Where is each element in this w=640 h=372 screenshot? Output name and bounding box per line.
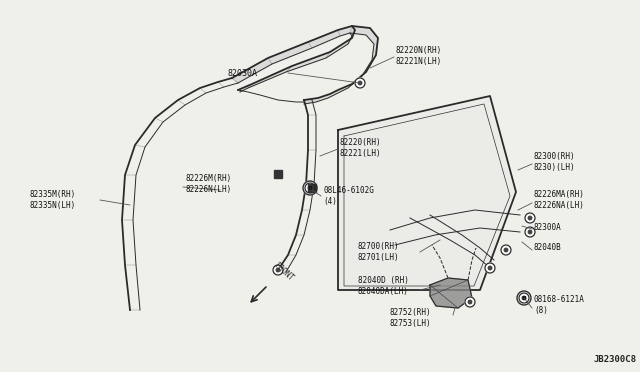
Circle shape — [485, 263, 495, 273]
Text: 82040B: 82040B — [534, 244, 562, 253]
Circle shape — [358, 81, 362, 85]
Text: 82300(RH)
8230)(LH): 82300(RH) 8230)(LH) — [534, 152, 575, 172]
Circle shape — [517, 291, 531, 305]
Circle shape — [525, 213, 535, 223]
Text: JB2300C8: JB2300C8 — [593, 355, 636, 364]
Circle shape — [525, 227, 535, 237]
Circle shape — [504, 248, 508, 252]
Circle shape — [303, 181, 317, 195]
Polygon shape — [304, 26, 378, 104]
Text: 82030A: 82030A — [228, 68, 258, 77]
Circle shape — [308, 186, 312, 190]
Circle shape — [273, 265, 283, 275]
Circle shape — [528, 216, 532, 220]
Text: 82226MA(RH)
82226NA(LH): 82226MA(RH) 82226NA(LH) — [534, 190, 585, 210]
Text: 82335M(RH)
82335N(LH): 82335M(RH) 82335N(LH) — [30, 190, 76, 210]
Text: 82752(RH)
82753(LH): 82752(RH) 82753(LH) — [390, 308, 431, 328]
Text: B: B — [522, 295, 527, 301]
Circle shape — [465, 297, 475, 307]
Text: FRONT: FRONT — [272, 261, 295, 283]
Text: 82300A: 82300A — [534, 224, 562, 232]
Circle shape — [528, 230, 532, 234]
Circle shape — [468, 300, 472, 304]
Circle shape — [305, 183, 315, 193]
Text: 82220(RH)
82221(LH): 82220(RH) 82221(LH) — [340, 138, 381, 158]
Bar — [274, 170, 282, 178]
Text: 82226M(RH)
82226N(LH): 82226M(RH) 82226N(LH) — [185, 174, 231, 194]
Text: 82220N(RH)
82221N(LH): 82220N(RH) 82221N(LH) — [396, 46, 442, 66]
Polygon shape — [430, 278, 472, 308]
Circle shape — [519, 293, 529, 303]
Polygon shape — [232, 26, 355, 92]
Text: 08L46-6102G
(4): 08L46-6102G (4) — [323, 186, 374, 206]
Circle shape — [276, 268, 280, 272]
Text: B: B — [308, 186, 312, 190]
Text: 82700(RH)
82701(LH): 82700(RH) 82701(LH) — [358, 242, 399, 262]
Polygon shape — [338, 96, 516, 290]
Circle shape — [355, 78, 365, 88]
Circle shape — [522, 296, 525, 300]
Text: 08168-6121A
(8): 08168-6121A (8) — [534, 295, 585, 315]
Circle shape — [488, 266, 492, 270]
Circle shape — [501, 245, 511, 255]
Text: 82040D (RH)
82040DA(LH): 82040D (RH) 82040DA(LH) — [358, 276, 409, 296]
Bar — [308, 184, 316, 192]
